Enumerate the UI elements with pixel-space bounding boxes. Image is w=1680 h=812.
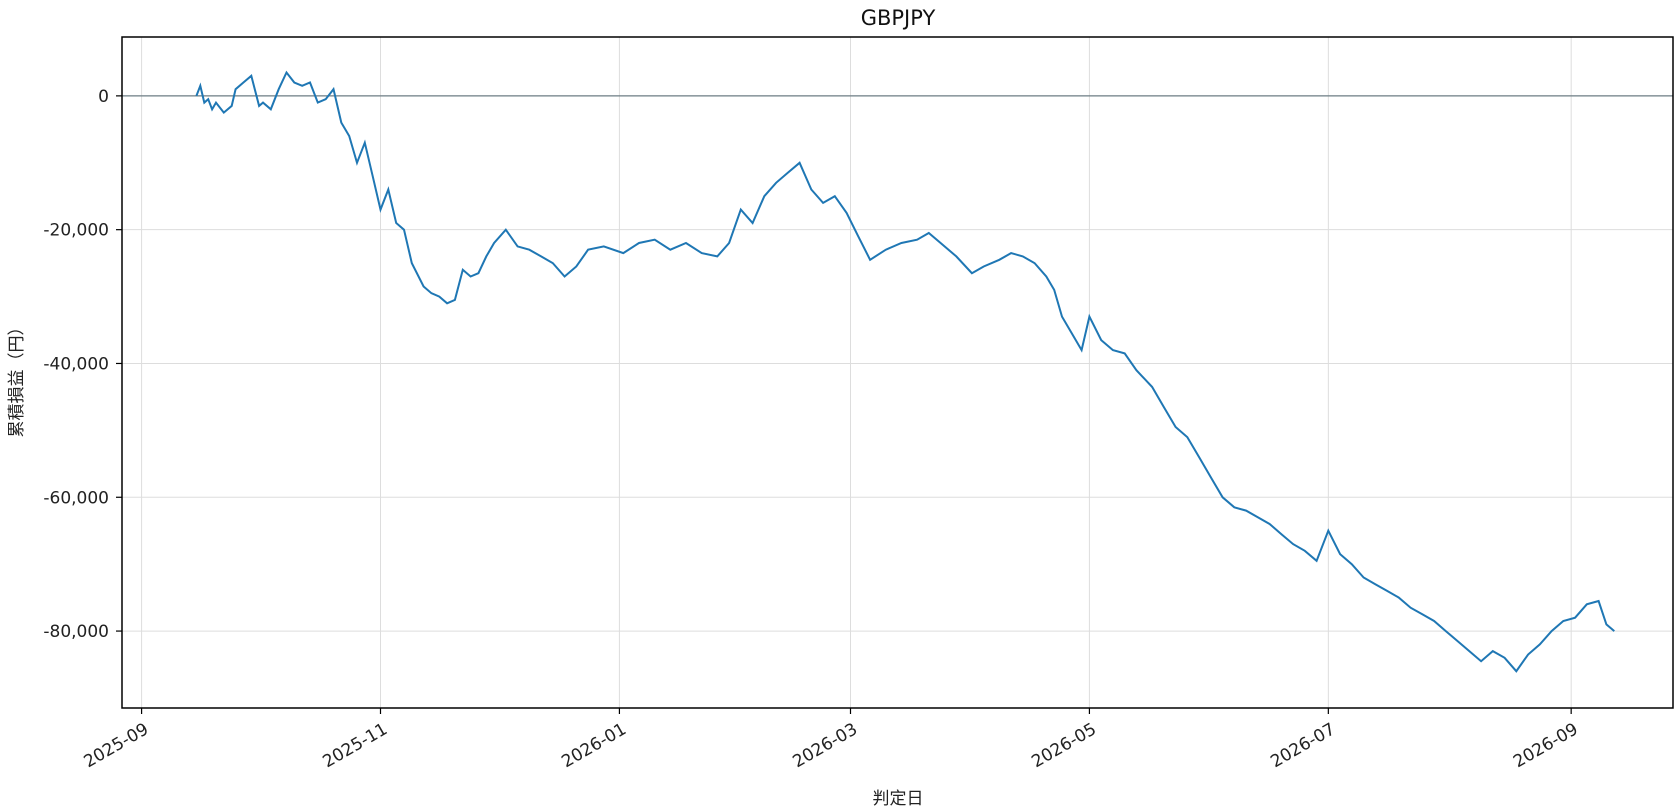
y-tick-label: -40,000 (43, 354, 109, 374)
plot-frame (121, 36, 1674, 709)
y-tick-label: -60,000 (43, 488, 109, 508)
x-tick-label: 2026-09 (1510, 719, 1582, 772)
x-axis-label: 判定日 (873, 789, 924, 809)
x-tick-label: 2025-09 (81, 719, 153, 772)
y-tick-label: 0 (98, 87, 109, 107)
y-tick-label: -20,000 (43, 221, 109, 241)
series-line (195, 70, 1615, 673)
x-tick-label: 2026-01 (558, 719, 630, 772)
grid (122, 37, 1673, 708)
y-axis-label: 累積損益（円） (7, 319, 27, 438)
x-tick-label: 2026-03 (789, 719, 861, 772)
x-axis: 2025-09 2025-11 2026-01 2026-03 2026-05 2026-… (81, 708, 1582, 772)
x-tick-label: 2026-05 (1028, 719, 1100, 772)
y-axis: 0 -20,000 -40,000 -60,000 -80,000 (43, 87, 122, 642)
y-tick-label: -80,000 (43, 622, 109, 642)
chart-title: GBPJPY (861, 6, 936, 30)
x-tick-label: 2026-07 (1267, 719, 1339, 772)
x-tick-label: 2025-11 (319, 719, 391, 772)
